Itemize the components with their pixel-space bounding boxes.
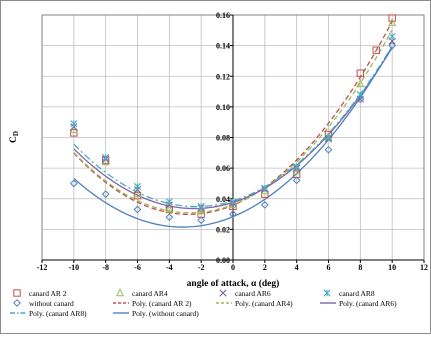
legend-marker <box>323 289 331 297</box>
data-point <box>165 198 173 206</box>
legend-label: Poly. (without canard) <box>132 309 199 318</box>
data-point <box>229 198 237 206</box>
y-tick-label: 0.16 <box>216 11 230 20</box>
x-tick-label: -10 <box>68 263 79 272</box>
tick-labels: -12 -10 -8 -6 -4 -2 0 2 4 6 8 10 12 0.00 0.02 0.04 0.06 0… <box>37 11 428 272</box>
data-point <box>388 14 396 22</box>
x-axis-title: angle of attack, α (deg) <box>187 278 280 289</box>
data-point <box>165 213 174 222</box>
y-tick-label: 0.04 <box>216 195 230 204</box>
data-point <box>260 200 269 209</box>
data-point <box>101 190 110 199</box>
data-point <box>165 204 174 213</box>
data-point <box>133 182 142 191</box>
legend-label: Poly. (canard AR4) <box>235 299 293 308</box>
data-point <box>70 120 78 128</box>
y-tick-label: 0.08 <box>216 134 230 143</box>
data-point <box>229 210 237 218</box>
legend-marker <box>13 289 21 297</box>
x-tick-label: 8 <box>358 263 362 272</box>
legend-marker <box>13 299 21 307</box>
data-point <box>133 189 142 198</box>
y-tick-label: 0.12 <box>216 72 230 81</box>
data-point <box>69 125 78 134</box>
data-point <box>101 157 110 166</box>
axes <box>41 14 425 263</box>
data-point <box>197 216 206 225</box>
legend-label: Poly. (canard AR6) <box>339 299 397 308</box>
legend-label: Poly. (canard AR 2) <box>132 299 192 308</box>
data-point <box>356 95 365 104</box>
x-tick-label: 12 <box>420 263 428 272</box>
data-point <box>388 17 397 26</box>
data-point <box>133 205 142 214</box>
data-point <box>292 176 301 185</box>
data-point <box>372 46 380 54</box>
y-tick-label: 0.02 <box>216 225 230 234</box>
y-tick-label: 0.06 <box>216 164 230 173</box>
legend: canard AR 2 canard AR4 canard AR6 canard AR… <box>10 288 397 318</box>
y-axis-title-subscript: D <box>12 131 20 136</box>
x-tick-label: -12 <box>37 263 48 272</box>
legend-label: without canard <box>29 299 74 308</box>
data-point <box>292 166 301 175</box>
x-tick-label: -4 <box>166 263 173 272</box>
legend-label: canard AR8 <box>339 289 375 298</box>
x-tick-label: 6 <box>327 263 331 272</box>
legend-label: canard AR6 <box>235 289 271 298</box>
legend-label: canard AR 2 <box>29 289 67 298</box>
data-point <box>102 153 110 161</box>
x-tick-label: 4 <box>295 263 299 272</box>
x-tick-label: -8 <box>102 263 109 272</box>
legend-marker <box>115 288 125 297</box>
data-point <box>197 202 205 210</box>
x-tick-label: 0 <box>231 263 235 272</box>
data-point <box>261 184 269 192</box>
data-point <box>356 91 364 99</box>
data-point <box>388 32 396 41</box>
data-point <box>293 163 301 171</box>
x-tick-label: 2 <box>263 263 267 272</box>
data-point <box>388 41 397 50</box>
data-point <box>356 79 365 88</box>
y-axis-title-main: C <box>9 136 19 143</box>
legend-label: canard AR4 <box>132 289 168 298</box>
x-tick-label: -2 <box>198 263 205 272</box>
y-tick-label: 0.00 <box>216 256 230 265</box>
legend-marker <box>219 289 227 297</box>
data-markers <box>69 14 397 225</box>
data-point <box>133 191 142 200</box>
data-point <box>69 179 78 188</box>
data-point <box>356 69 365 77</box>
data-point <box>324 133 333 142</box>
legend-label: Poly. (canard AR8) <box>29 309 87 318</box>
x-tick-label: -6 <box>134 263 141 272</box>
y-axis-title: CD <box>9 131 20 143</box>
data-point <box>324 145 333 154</box>
x-tick-label: 10 <box>388 263 396 272</box>
y-tick-label: 0.10 <box>216 103 230 112</box>
y-tick-label: 0.14 <box>216 42 230 51</box>
data-point <box>197 206 206 215</box>
